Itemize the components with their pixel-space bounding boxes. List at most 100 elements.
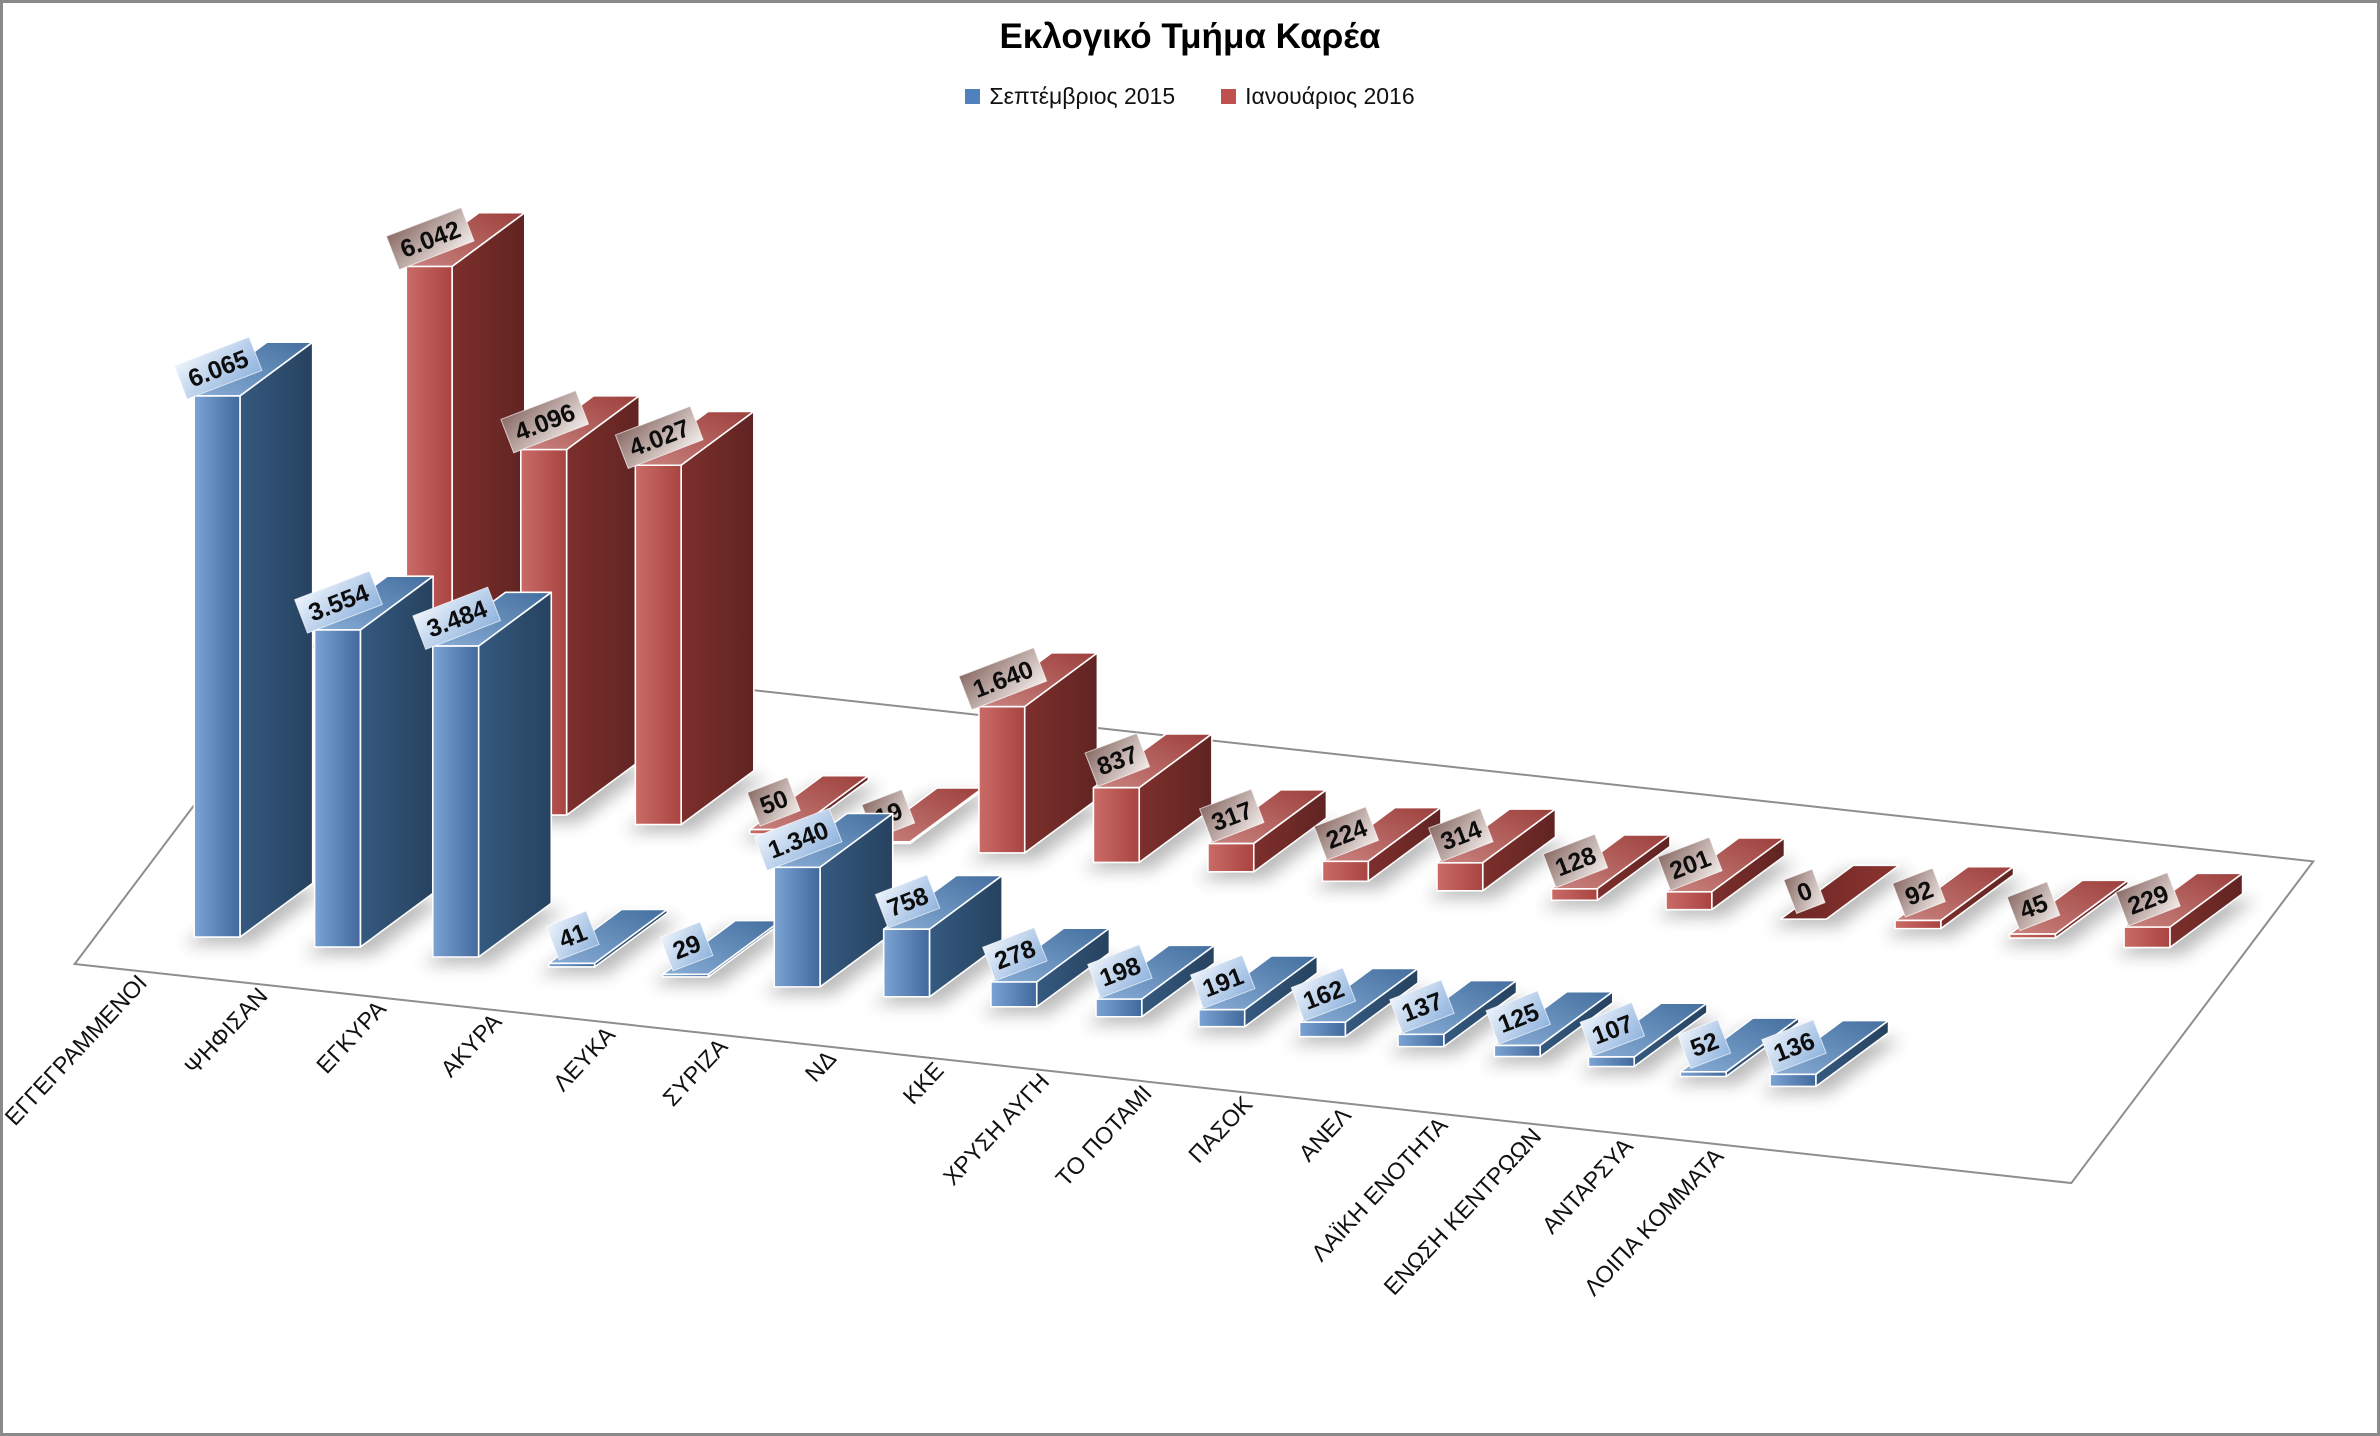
category-label-5: ΣΥΡΙΖΑ: [658, 1033, 733, 1111]
value-tile-bg: [1783, 868, 1826, 915]
value-tile-bg: [2115, 871, 2181, 927]
category-label-9: ΤΟ ΠΟΤΑΜΙ: [1051, 1080, 1157, 1191]
legend-swatch-red-icon: [1221, 89, 1237, 104]
bar-jan2016-11[interactable]: 201: [1657, 836, 1786, 911]
bar-sep2015-15[interactable]: 136: [1761, 1019, 1890, 1088]
value-tile-bg: [1761, 1019, 1827, 1074]
value-tile-bg: [958, 646, 1048, 711]
legend-item-jan-2016[interactable]: Ιανουάριος 2016: [1221, 83, 1415, 110]
bar-sep2015-12[interactable]: 125: [1485, 990, 1614, 1058]
bar-front-face: [1587, 1056, 1636, 1068]
category-label-3: ΑΚΥΡΑ: [436, 1008, 507, 1082]
bar-front-face: [313, 629, 362, 948]
bar-value-tile: 50: [746, 776, 801, 827]
bar-front-face: [1769, 1073, 1817, 1088]
bar-value-tile: 52: [1677, 1018, 1732, 1070]
bar-front-face: [1095, 998, 1143, 1018]
bar-front-face: [1665, 890, 1713, 911]
bar-sep2015-0[interactable]: 6.065: [173, 336, 314, 938]
category-label-4: ΛΕΥΚΑ: [548, 1021, 621, 1096]
bar-jan2016-5[interactable]: 1.640: [958, 646, 1099, 854]
bar-side-face: [680, 410, 755, 826]
category-label-10: ΠΑΣΟΚ: [1183, 1091, 1257, 1168]
bar-jan2016-8[interactable]: 224: [1313, 806, 1442, 883]
bar-sep2015-4[interactable]: 29: [659, 919, 782, 978]
bar-front-face: [882, 928, 931, 998]
bar-side-face: [477, 591, 553, 958]
bar-front-face: [1298, 1021, 1347, 1038]
bar-front-face: [1493, 1044, 1541, 1058]
bar-jan2016-2[interactable]: 4.027: [614, 405, 755, 826]
bar-front-face: [1679, 1071, 1727, 1078]
category-label-8: ΧΡΥΣΗ ΑΥΓΗ: [938, 1068, 1054, 1190]
bar-front-face: [990, 981, 1038, 1008]
category-label-6: ΝΔ: [800, 1045, 841, 1087]
value-tile-bg: [659, 921, 714, 972]
bar-sep2015-9[interactable]: 191: [1189, 954, 1319, 1028]
value-tile-bg: [1087, 943, 1153, 999]
category-label-7: ΚΚΕ: [898, 1057, 949, 1109]
chart-title: Εκλογικό Τμήμα Καρέα: [999, 17, 1381, 56]
bar-front-face: [193, 395, 241, 938]
legend-label-sep-2015: Σεπτέμβριος 2015: [989, 83, 1176, 109]
value-tile-bg: [412, 586, 502, 650]
legend-item-sep-2015[interactable]: Σεπτέμβριος 2015: [965, 83, 1175, 110]
bar-sep2015-7[interactable]: 278: [981, 926, 1111, 1008]
bar-jan2016-9[interactable]: 314: [1427, 807, 1557, 892]
bar-jan2016-7[interactable]: 317: [1198, 788, 1328, 873]
value-tile-bg: [1189, 954, 1256, 1010]
bar-value-tile: 198: [1087, 943, 1153, 999]
bar-front-face: [978, 705, 1026, 854]
value-tile-bg: [1485, 990, 1552, 1045]
bar-front-face: [1436, 861, 1484, 892]
value-tile-bg: [1542, 833, 1609, 889]
bar-front-face: [431, 645, 480, 958]
category-label-14: ΑΝΤΑΡΣΥΑ: [1537, 1133, 1638, 1239]
bar-value-tile: 41: [545, 910, 600, 961]
bar-value-tile: 125: [1485, 990, 1552, 1045]
bar-jan2016-6[interactable]: 837: [1084, 732, 1213, 864]
bar-jan2016-12[interactable]: 0: [1779, 864, 1900, 920]
bar-sep2015-3[interactable]: 41: [545, 908, 669, 968]
value-tile-bg: [746, 776, 801, 827]
value-tile-bg: [1084, 732, 1151, 788]
bar-front-face: [1198, 1008, 1246, 1028]
bar-jan2016-10[interactable]: 128: [1542, 833, 1671, 902]
category-label-2: ΕΓΚΥΡΑ: [311, 995, 391, 1078]
bar-sep2015-2[interactable]: 3.484: [412, 586, 553, 958]
value-tile-bg: [1891, 867, 1946, 918]
value-tile-bg: [1389, 979, 1455, 1034]
bar-jan2016-13[interactable]: 92: [1891, 865, 2015, 930]
value-tile-bg: [500, 389, 590, 454]
bar-value-tile: 191: [1189, 954, 1256, 1010]
3d-bar-chart-canvas: 6.0424.0964.02750191.6408373172243141282…: [3, 206, 2316, 1301]
value-tile-bg: [1579, 1001, 1646, 1057]
value-tile-bg: [385, 206, 475, 271]
bar-sep2015-13[interactable]: 107: [1579, 1001, 1708, 1068]
legend-label-jan-2016: Ιανουάριος 2016: [1245, 83, 1415, 109]
bar-sep2015-11[interactable]: 137: [1389, 979, 1518, 1048]
bar-value-tile: 137: [1389, 979, 1455, 1034]
bar-front-face: [1092, 786, 1141, 864]
category-label-0: ΕΓΓΕΓΡΑΜΜΕΝΟΙ: [3, 970, 152, 1131]
bar-sep2015-8[interactable]: 198: [1087, 943, 1216, 1018]
bar-sep2015-1[interactable]: 3.554: [293, 570, 434, 948]
bar-value-tile: 0: [1783, 868, 1826, 915]
bar-front-face: [1207, 842, 1255, 873]
bar-value-tile: 128: [1542, 833, 1609, 889]
value-tile-bg: [173, 336, 263, 400]
bar-jan2016-14[interactable]: 45: [2006, 879, 2129, 939]
bar-jan2016-15[interactable]: 229: [2115, 871, 2244, 949]
category-label-1: ΨΗΦΙΣΑΝ: [179, 983, 272, 1080]
bar-sep2015-6[interactable]: 758: [874, 874, 1003, 998]
legend-swatch-blue-icon: [965, 89, 981, 104]
chart-legend: Σεπτέμβριος 2015 Ιανουάριος 2016: [3, 83, 2377, 110]
bar-value-tile: 162: [1290, 967, 1357, 1022]
value-tile-bg: [293, 570, 383, 634]
value-tile-bg: [1290, 967, 1357, 1022]
bar-side-face: [239, 341, 314, 938]
bar-value-tile: 317: [1198, 788, 1265, 843]
category-label-11: ΑΝΕΛ: [1293, 1102, 1356, 1167]
